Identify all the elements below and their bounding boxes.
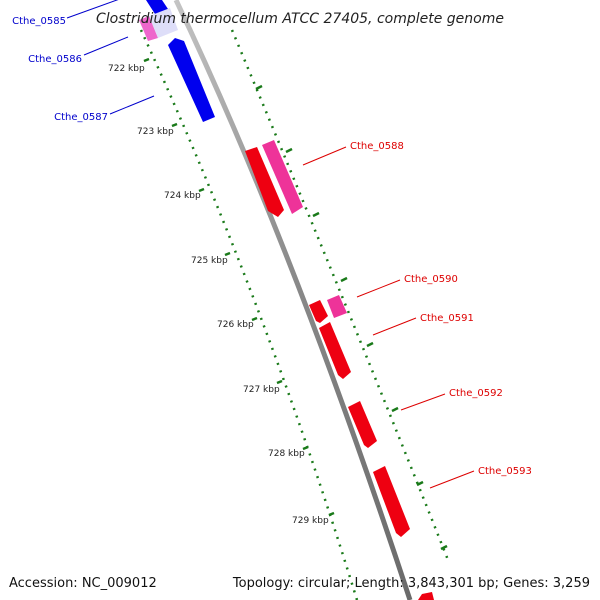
label-leader [66, 0, 119, 19]
label-leader [400, 393, 446, 411]
gene-cthe-0590b-arrow[interactable] [309, 300, 328, 323]
gene-label-cthe-0592[interactable]: Cthe_0592 [449, 388, 503, 399]
scale-tick [302, 445, 309, 451]
scale-tick-label: 722 kbp [108, 64, 145, 74]
gene-label-cthe-0588[interactable]: Cthe_0588 [350, 141, 404, 152]
scale-tick-label: 724 kbp [164, 191, 201, 201]
scale-tick [440, 544, 448, 551]
reverse-strand-genes [139, 0, 215, 122]
gene-cthe-0586-arrow[interactable] [139, 16, 158, 41]
scale-tick [312, 211, 320, 218]
map-title: Clostridium thermocellum ATCC 27405, com… [96, 11, 504, 27]
gene-cthe-0588-arrow[interactable] [262, 140, 303, 214]
accession-text: Accession: NC_009012 [9, 576, 157, 591]
gene-cthe-0591-arrow[interactable] [319, 322, 351, 379]
scale-tick [255, 84, 263, 91]
scale-labels: 722 kbp 723 kbp 724 kbp 725 kbp 726 kbp … [108, 64, 329, 526]
scale-tick [391, 406, 399, 413]
scale-tick [251, 316, 258, 322]
scale-tick-label: 728 kbp [268, 449, 305, 459]
outer-scale-track [230, 29, 450, 561]
scale-tick-label: 729 kbp [292, 516, 329, 526]
gene-cthe-0593-arrow[interactable] [373, 466, 410, 537]
gene-cthe-0592-arrow[interactable] [348, 401, 377, 448]
label-leader [302, 146, 347, 166]
scale-tick [276, 379, 283, 385]
scale-tick-label: 723 kbp [137, 127, 174, 137]
gene-cthe-0587-arrow[interactable] [168, 38, 215, 122]
scale-tick [366, 341, 374, 348]
scale-tick-label: 725 kbp [191, 256, 228, 266]
gene-cthe-0586-arrow-highlight [149, 8, 178, 38]
scale-tick [416, 480, 424, 487]
gene-label-cthe-0587[interactable]: Cthe_0587 [54, 112, 108, 123]
genome-summary-text: Topology: circular; Length: 3,843,301 bp… [232, 576, 590, 591]
label-leader [429, 470, 475, 489]
gene-label-cthe-0591[interactable]: Cthe_0591 [420, 313, 474, 324]
gene-label-cthe-0585[interactable]: Cthe_0585 [12, 16, 66, 27]
gene-label-cthe-0593[interactable]: Cthe_0593 [478, 466, 532, 477]
gene-next-arrow[interactable] [418, 592, 434, 600]
forward-strand-genes [245, 140, 434, 600]
label-leader [83, 36, 129, 56]
scale-tick [198, 187, 205, 193]
label-leader [356, 279, 401, 298]
gene-cthe-0589-arrow[interactable] [245, 147, 284, 217]
scale-tick-label: 726 kbp [217, 320, 254, 330]
label-leader [109, 95, 155, 115]
gene-cthe-0585-arrow[interactable] [146, 0, 168, 14]
gene-label-cthe-0586[interactable]: Cthe_0586 [28, 54, 82, 65]
scale-tick [171, 122, 178, 128]
scale-tick [340, 276, 348, 283]
reverse-gene-labels: Cthe_0585 Cthe_0586 Cthe_0587 [12, 0, 155, 123]
gene-cthe-0590-arrow[interactable] [327, 295, 347, 318]
scale-tick-label: 727 kbp [243, 385, 280, 395]
scale-major-ticks [143, 57, 448, 551]
scale-tick [143, 57, 150, 63]
scale-tick [285, 147, 293, 154]
gene-label-cthe-0590[interactable]: Cthe_0590 [404, 274, 458, 285]
label-leader [372, 317, 417, 336]
scale-tick [328, 511, 335, 517]
genome-backbone [173, 0, 413, 600]
scale-tick [224, 251, 231, 257]
forward-gene-labels: Cthe_0588 Cthe_0590 Cthe_0591 Cthe_0592 … [302, 141, 532, 489]
